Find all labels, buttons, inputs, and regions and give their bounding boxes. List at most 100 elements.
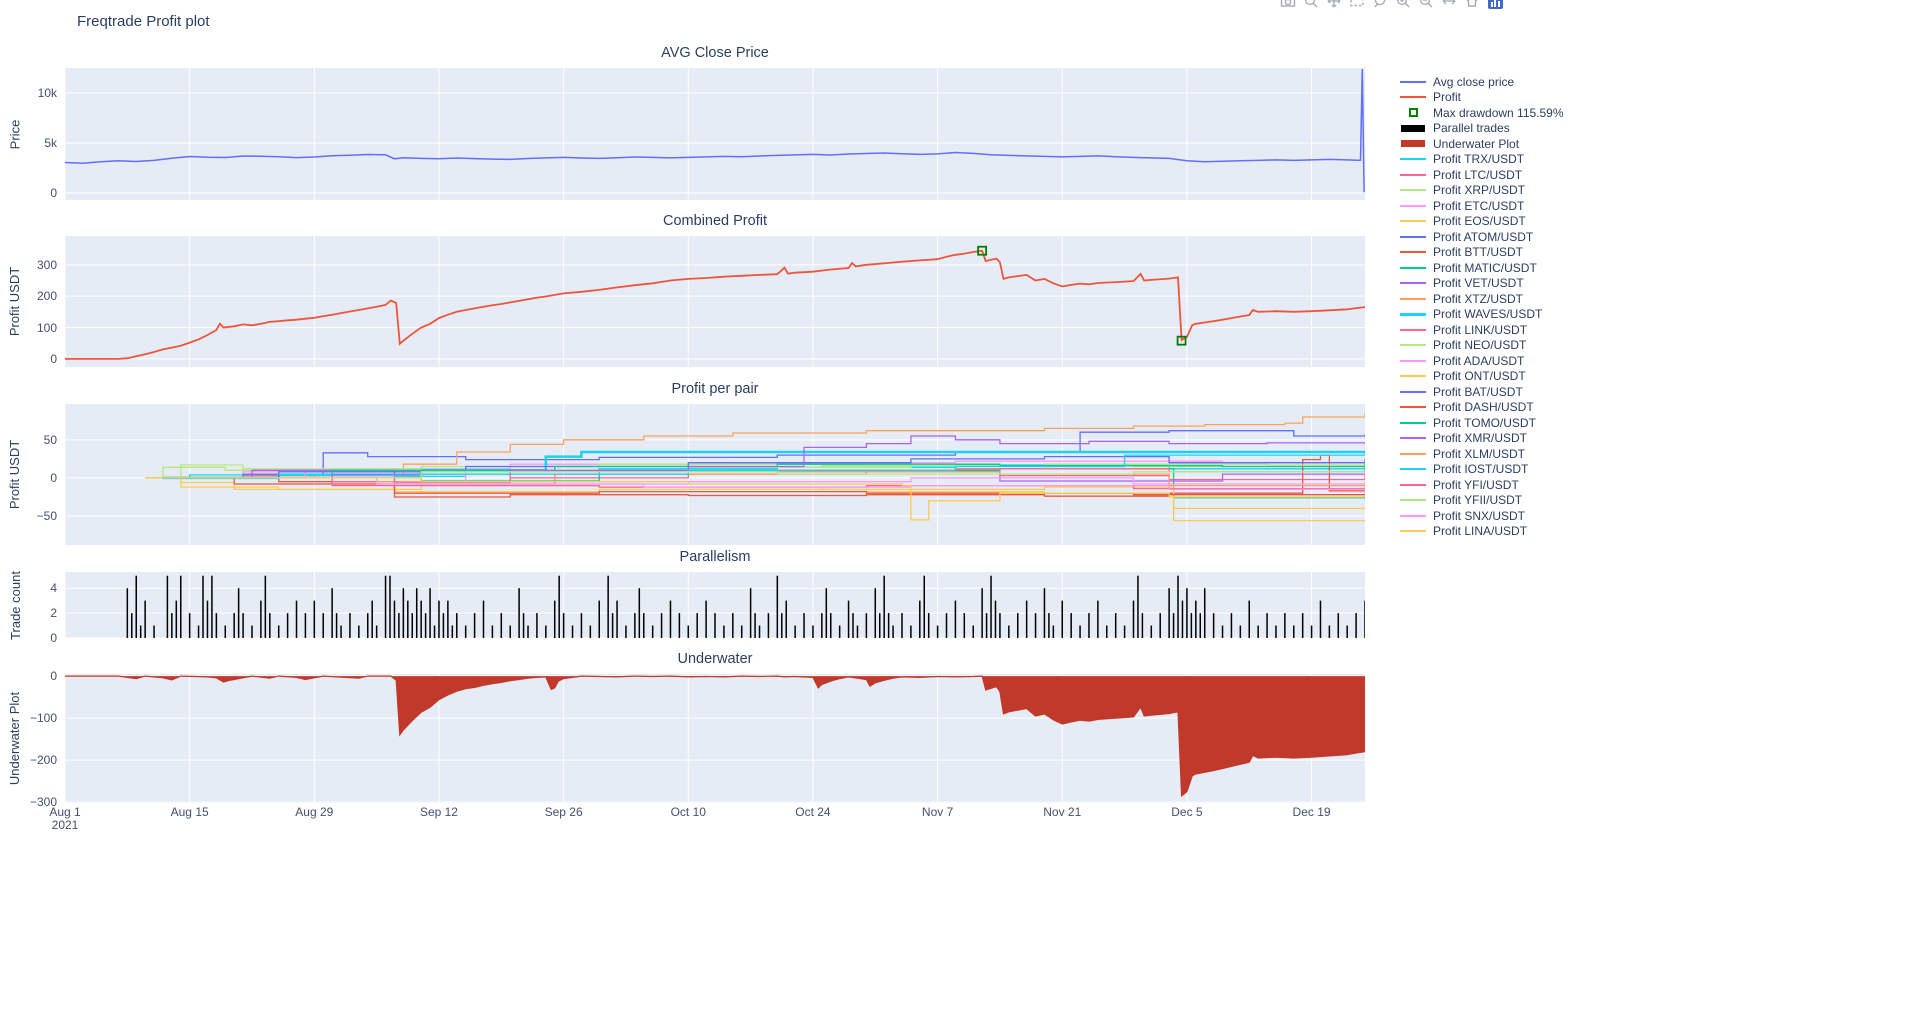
bar-parallel-trades <box>491 625 494 638</box>
subplot-avg-close-price[interactable] <box>65 68 1365 200</box>
bar-parallel-trades <box>1177 575 1179 638</box>
autoscale-icon[interactable] <box>1439 0 1459 11</box>
bar-parallel-trades <box>1301 613 1304 638</box>
legend-item-profit-etc-usdt[interactable]: Profit ETC/USDT <box>1398 198 1564 214</box>
box-select-icon[interactable] <box>1347 0 1367 11</box>
legend-item-profit-link-usdt[interactable]: Profit LINK/USDT <box>1398 322 1564 338</box>
lasso-icon[interactable] <box>1370 0 1390 11</box>
reset-axes-icon[interactable] <box>1462 0 1482 11</box>
y-tick-label: 2 <box>50 606 57 621</box>
legend-item-profit-yfi-usdt[interactable]: Profit YFI/USDT <box>1398 477 1564 493</box>
subplot-title-combined-profit: Combined Profit <box>663 213 767 229</box>
legend-item-profit-ont-usdt[interactable]: Profit ONT/USDT <box>1398 369 1564 385</box>
bar-parallel-trades <box>393 600 396 638</box>
zoom-out-icon[interactable] <box>1416 0 1436 11</box>
legend-item-profit-xmr-usdt[interactable]: Profit XMR/USDT <box>1398 431 1564 447</box>
drawdown-marker-icon <box>1398 108 1428 118</box>
bar-parallel-trades <box>1221 625 1224 638</box>
bar-parallel-trades <box>732 613 734 638</box>
bar-parallel-trades <box>1079 625 1081 638</box>
legend-item-profit-btt-usdt[interactable]: Profit BTT/USDT <box>1398 245 1564 261</box>
bar-parallel-trades <box>999 613 1001 638</box>
y-tick-label: 0 <box>50 631 57 645</box>
camera-icon[interactable] <box>1278 0 1298 11</box>
subplot-combined-profit[interactable] <box>65 236 1365 367</box>
bar-parallel-trades <box>331 588 333 638</box>
series-profit-neo-usdt <box>162 462 1365 479</box>
legend-item-profit-neo-usdt[interactable]: Profit NEO/USDT <box>1398 338 1564 354</box>
line-swatch-icon <box>1398 173 1428 176</box>
subplot-parallelism[interactable] <box>65 572 1365 638</box>
bar-parallel-trades <box>740 625 743 638</box>
bar-parallel-trades <box>580 613 583 638</box>
bar-parallel-trades <box>1114 613 1117 638</box>
bar-parallel-trades <box>919 600 921 638</box>
legend-item-profit[interactable]: Profit <box>1398 90 1564 106</box>
plotly-modebar <box>1278 0 1505 11</box>
legend-item-profit-bat-usdt[interactable]: Profit BAT/USDT <box>1398 384 1564 400</box>
legend-item-profit-tomo-usdt[interactable]: Profit TOMO/USDT <box>1398 415 1564 431</box>
bar-parallel-trades <box>1364 600 1365 638</box>
bar-parallel-trades <box>180 575 182 638</box>
bar-parallel-trades <box>211 575 213 638</box>
legend-item-profit-iost-usdt[interactable]: Profit IOST/USDT <box>1398 462 1564 478</box>
legend-item-profit-trx-usdt[interactable]: Profit TRX/USDT <box>1398 152 1564 168</box>
zoom-icon[interactable] <box>1301 0 1321 11</box>
bar-parallel-trades <box>1275 625 1277 638</box>
y-tick-label: 0 <box>50 186 57 200</box>
line-swatch-icon <box>1398 204 1428 207</box>
bar-parallel-trades <box>527 625 529 638</box>
bar-parallel-trades <box>945 613 948 638</box>
legend-item-profit-matic-usdt[interactable]: Profit MATIC/USDT <box>1398 260 1564 276</box>
series-profit-xmr-usdt <box>162 435 1365 479</box>
bar-parallel-trades <box>500 613 503 638</box>
legend-item-parallel-trades[interactable]: Parallel trades <box>1398 121 1564 137</box>
line-swatch-icon <box>1398 235 1428 238</box>
bar-parallel-trades <box>558 575 560 638</box>
bar-parallel-trades <box>188 613 191 638</box>
legend-label: Profit XMR/USDT <box>1433 431 1528 446</box>
legend-item-avg-close-price[interactable]: Avg close price <box>1398 74 1564 90</box>
legend-label: Profit TOMO/USDT <box>1433 415 1536 430</box>
legend-item-profit-xrp-usdt[interactable]: Profit XRP/USDT <box>1398 183 1564 199</box>
legend-item-profit-eos-usdt[interactable]: Profit EOS/USDT <box>1398 214 1564 230</box>
legend-item-max-drawdown-115-59[interactable]: Max drawdown 115.59% <box>1398 105 1564 121</box>
bar-parallel-trades <box>1088 613 1090 638</box>
y-tick-label: −300 <box>29 795 57 810</box>
bar-parallel-trades <box>1025 600 1028 638</box>
bar-parallel-trades <box>589 625 592 638</box>
zoom-in-icon[interactable] <box>1393 0 1413 11</box>
legend-item-profit-yfii-usdt[interactable]: Profit YFII/USDT <box>1398 493 1564 509</box>
legend: Avg close price Profit Max drawdown 115.59… <box>1398 74 1564 539</box>
legend-item-profit-atom-usdt[interactable]: Profit ATOM/USDT <box>1398 229 1564 245</box>
subplot-underwater[interactable] <box>65 674 1365 803</box>
bar-parallel-trades <box>985 613 988 638</box>
plotly-logo[interactable] <box>1485 0 1505 11</box>
legend-item-profit-dash-usdt[interactable]: Profit DASH/USDT <box>1398 400 1564 416</box>
legend-item-profit-vet-usdt[interactable]: Profit VET/USDT <box>1398 276 1564 292</box>
legend-item-profit-xtz-usdt[interactable]: Profit XTZ/USDT <box>1398 291 1564 307</box>
legend-item-profit-xlm-usdt[interactable]: Profit XLM/USDT <box>1398 446 1564 462</box>
pan-icon[interactable] <box>1324 0 1344 11</box>
legend-item-profit-ada-usdt[interactable]: Profit ADA/USDT <box>1398 353 1564 369</box>
bar-parallel-trades <box>536 613 538 638</box>
bar-parallel-trades <box>464 625 467 638</box>
bar-parallel-trades <box>785 600 787 638</box>
legend-item-profit-waves-usdt[interactable]: Profit WAVES/USDT <box>1398 307 1564 323</box>
legend-item-profit-ltc-usdt[interactable]: Profit LTC/USDT <box>1398 167 1564 183</box>
bar-parallel-trades <box>1257 625 1259 638</box>
legend-label: Profit DASH/USDT <box>1433 400 1534 415</box>
bar-parallel-trades <box>1043 588 1046 638</box>
bar-parallel-trades <box>1212 613 1215 638</box>
subplot-profit-per-pair[interactable] <box>65 404 1365 545</box>
legend-item-underwater-plot[interactable]: Underwater Plot <box>1398 136 1564 152</box>
legend-item-profit-snx-usdt[interactable]: Profit SNX/USDT <box>1398 508 1564 524</box>
legend-label: Profit ATOM/USDT <box>1433 229 1534 244</box>
legend-item-profit-lina-usdt[interactable]: Profit LINA/USDT <box>1398 524 1564 540</box>
series-profit-dash-usdt <box>162 477 1365 496</box>
bar-parallel-trades <box>687 625 690 638</box>
bar-parallel-trades <box>625 625 627 638</box>
bar-parallel-trades <box>407 600 409 638</box>
bar-parallel-trades <box>1097 600 1099 638</box>
y-axis-title-text: Underwater Plot <box>7 691 23 786</box>
